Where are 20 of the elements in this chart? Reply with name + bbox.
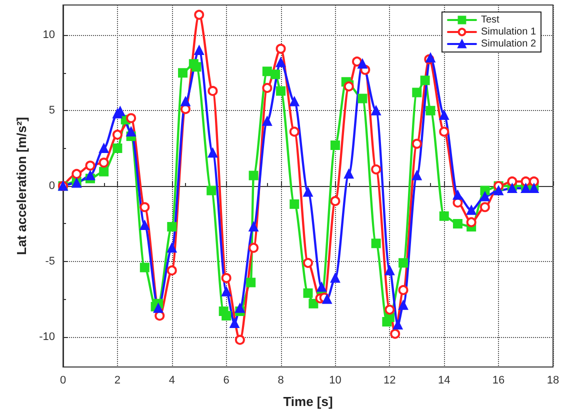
legend-label: Test xyxy=(480,14,500,26)
x-tick-label: 2 xyxy=(114,374,121,386)
x-tick-label: 6 xyxy=(223,374,230,386)
legend-label: Simulation 2 xyxy=(480,38,536,50)
y-tick-label: -5 xyxy=(45,255,55,268)
y-axis-title: Lat acceleration [m/s²] xyxy=(14,117,30,255)
y-tick-label: 10 xyxy=(42,29,55,42)
x-axis-title: Time [s] xyxy=(283,394,333,409)
x-tick-label: 12 xyxy=(384,374,396,386)
x-tick-label: 16 xyxy=(492,374,505,386)
x-tick-label: 18 xyxy=(546,374,560,386)
x-tick-label: 10 xyxy=(329,374,342,386)
x-tick-label: 0 xyxy=(60,374,66,386)
legend-label: Simulation 1 xyxy=(480,26,536,38)
y-tick-label: 5 xyxy=(48,104,55,117)
x-tick-label: 8 xyxy=(278,374,284,386)
y-tick-label: -10 xyxy=(39,330,55,343)
x-tick-label: 14 xyxy=(438,374,450,386)
x-tick-label: 4 xyxy=(168,374,175,386)
y-tick-label: 0 xyxy=(48,180,55,192)
